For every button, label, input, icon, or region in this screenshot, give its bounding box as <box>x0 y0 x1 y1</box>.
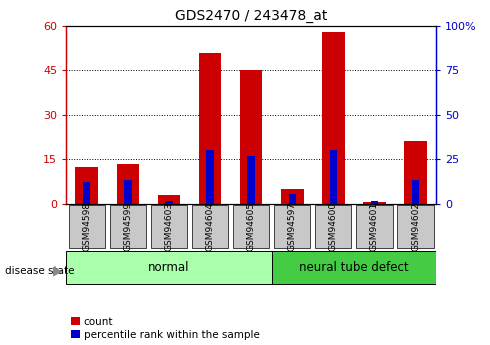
Text: normal: normal <box>148 261 190 274</box>
Bar <box>165 201 172 204</box>
Legend: count, percentile rank within the sample: count, percentile rank within the sample <box>72 317 260 340</box>
Text: GSM94599: GSM94599 <box>123 202 132 252</box>
Bar <box>356 205 392 248</box>
Text: GSM94601: GSM94601 <box>370 202 379 252</box>
Text: ▶: ▶ <box>53 264 63 277</box>
Bar <box>233 205 269 248</box>
Text: GSM94605: GSM94605 <box>246 202 256 252</box>
Bar <box>199 52 221 204</box>
Bar <box>271 251 436 284</box>
Bar <box>83 182 90 204</box>
Bar <box>322 32 344 204</box>
Bar <box>289 194 296 204</box>
Bar <box>240 70 263 204</box>
Bar <box>363 202 386 204</box>
Text: GSM94604: GSM94604 <box>205 202 215 252</box>
Bar <box>330 150 337 204</box>
Bar <box>247 156 255 204</box>
Bar <box>274 205 310 248</box>
Text: GSM94603: GSM94603 <box>165 202 173 252</box>
Text: disease state: disease state <box>5 266 74 276</box>
Text: neural tube defect: neural tube defect <box>299 261 409 274</box>
Bar <box>66 251 271 284</box>
Bar <box>75 167 98 204</box>
Bar <box>397 205 434 248</box>
Bar <box>110 205 146 248</box>
Bar <box>206 150 214 204</box>
Bar <box>281 189 303 204</box>
Bar <box>117 164 139 204</box>
Bar <box>315 205 351 248</box>
Bar <box>192 205 228 248</box>
Text: GSM94602: GSM94602 <box>411 202 420 252</box>
Bar <box>371 201 378 204</box>
Bar <box>412 180 419 204</box>
Bar <box>404 141 427 204</box>
Bar <box>124 180 131 204</box>
Bar <box>158 195 180 204</box>
Text: GSM94598: GSM94598 <box>82 202 91 252</box>
Title: GDS2470 / 243478_at: GDS2470 / 243478_at <box>175 9 327 23</box>
Bar <box>69 205 105 248</box>
Text: GSM94600: GSM94600 <box>329 202 338 252</box>
Bar <box>151 205 187 248</box>
Text: GSM94597: GSM94597 <box>288 202 297 252</box>
